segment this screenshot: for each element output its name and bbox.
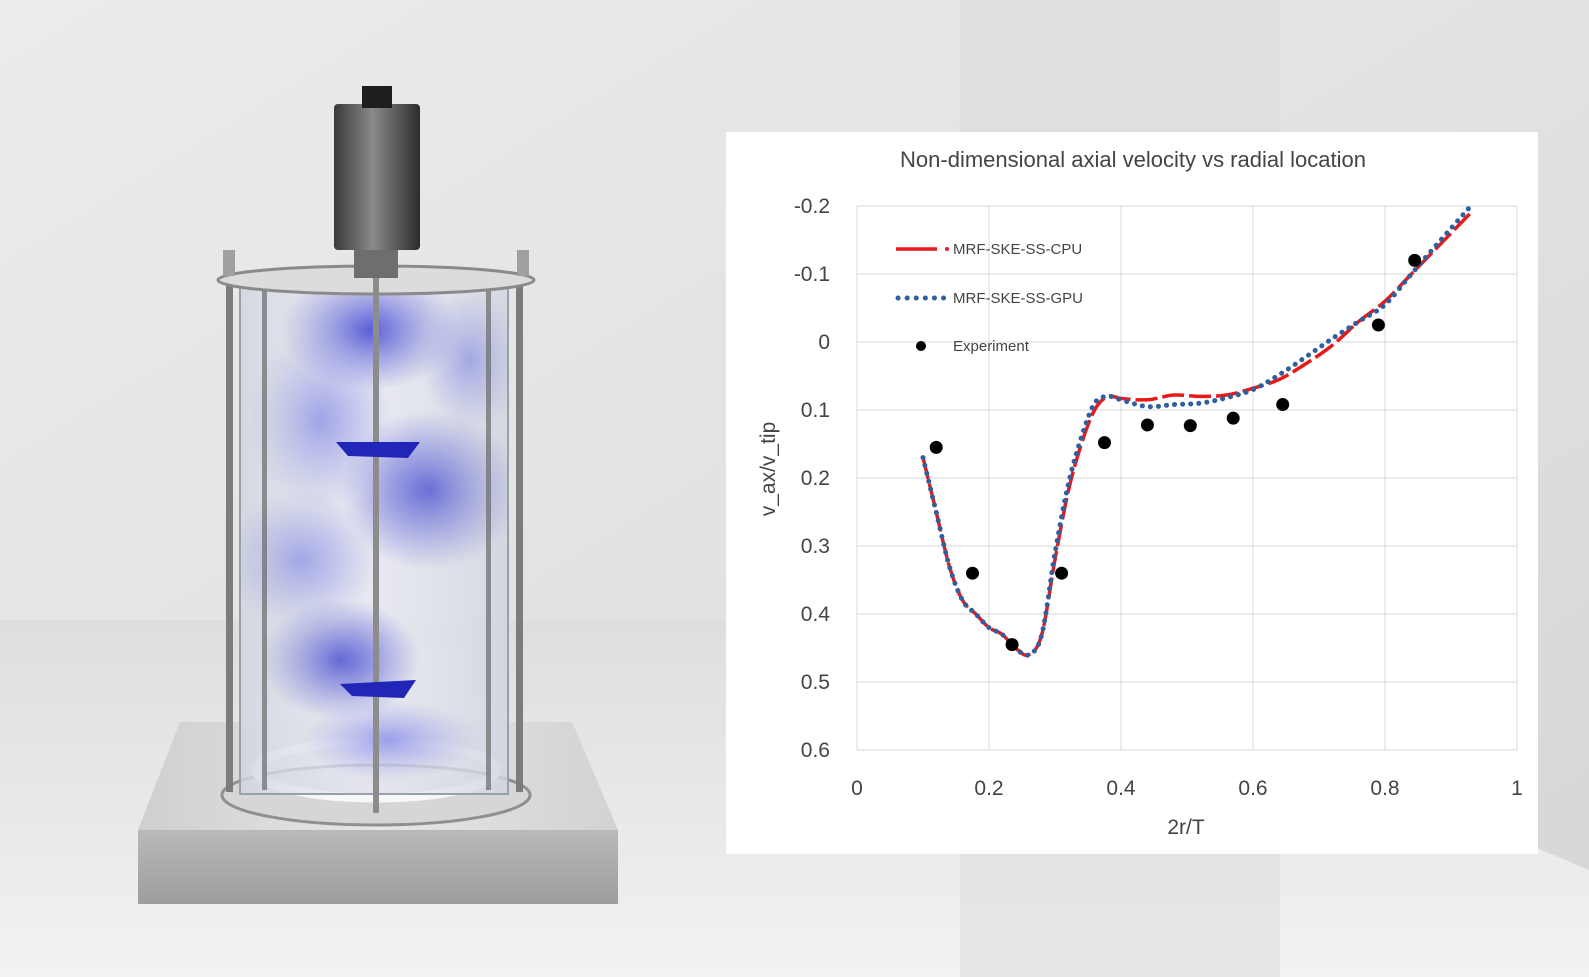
grid <box>856 205 1518 751</box>
y-tick-label: 0.4 <box>801 603 831 626</box>
x-tick-labels: 0 0.2 0.4 0.6 0.8 1 <box>851 777 1523 800</box>
legend-label: MRF-SKE-SS-GPU <box>953 290 1083 307</box>
experiment-marker <box>1055 566 1069 580</box>
experiment-marker <box>1371 318 1385 332</box>
legend-swatch <box>916 341 926 351</box>
legend-label: MRF-SKE-SS-CPU <box>953 241 1082 258</box>
y-axis-label: v_ax/v_tip <box>757 422 780 517</box>
y-tick-label: 0 <box>818 331 830 354</box>
y-tick-label: 0.1 <box>801 399 830 422</box>
motor-cap <box>362 86 392 108</box>
experiment-marker <box>1098 436 1111 450</box>
tie-rod-right <box>516 272 523 792</box>
chart-panel: Non-dimensional axial velocity vs radial… <box>726 132 1538 854</box>
upper-impeller <box>336 442 420 458</box>
x-tick-label: 0 <box>851 777 863 800</box>
y-tick-label: 0.6 <box>801 739 830 762</box>
y-tick-labels: -0.2 -0.1 0 0.1 0.2 0.3 0.4 0.5 0.6 <box>794 195 830 762</box>
legend-swatch-dot <box>945 247 949 251</box>
x-tick-label: 0.6 <box>1238 777 1267 800</box>
tie-rod-left <box>226 272 233 792</box>
experiment-marker <box>929 440 943 454</box>
experiment-marker <box>1140 418 1154 432</box>
shaft-coupling <box>354 246 398 278</box>
chart-title: Non-dimensional axial velocity vs radial… <box>900 147 1366 172</box>
y-tick-label: 0.2 <box>801 467 830 490</box>
x-tick-label: 1 <box>1511 777 1523 800</box>
motor-body <box>334 104 420 250</box>
experiment-marker <box>1226 411 1240 425</box>
x-tick-label: 0.2 <box>974 777 1003 800</box>
series-layer <box>920 203 1474 658</box>
lower-impeller <box>340 680 416 698</box>
series-line-mrf-ske-ss-gpu <box>920 203 1474 658</box>
chart-svg: Non-dimensional axial velocity vs radial… <box>757 147 1523 839</box>
x-tick-label: 0.8 <box>1370 777 1399 800</box>
experiment-marker <box>1005 638 1019 652</box>
x-tick-label: 0.4 <box>1106 777 1136 800</box>
experiment-marker <box>1183 419 1197 433</box>
impeller-shaft <box>373 258 379 813</box>
y-tick-label: 0.3 <box>801 535 830 558</box>
legend: MRF-SKE-SS-CPU MRF-SKE-SS-GPU Experiment <box>895 241 1083 355</box>
legend-label: Experiment <box>953 338 1030 355</box>
experiment-marker <box>966 566 979 580</box>
series-line-mrf-ske-ss-cpu <box>921 211 1473 658</box>
x-axis-label: 2r/T <box>1167 816 1205 839</box>
y-tick-label: -0.1 <box>794 263 830 286</box>
experiment-marker <box>1408 253 1422 267</box>
y-tick-label: -0.2 <box>794 195 830 218</box>
y-tick-label: 0.5 <box>801 671 830 694</box>
experiment-marker <box>1276 398 1290 412</box>
